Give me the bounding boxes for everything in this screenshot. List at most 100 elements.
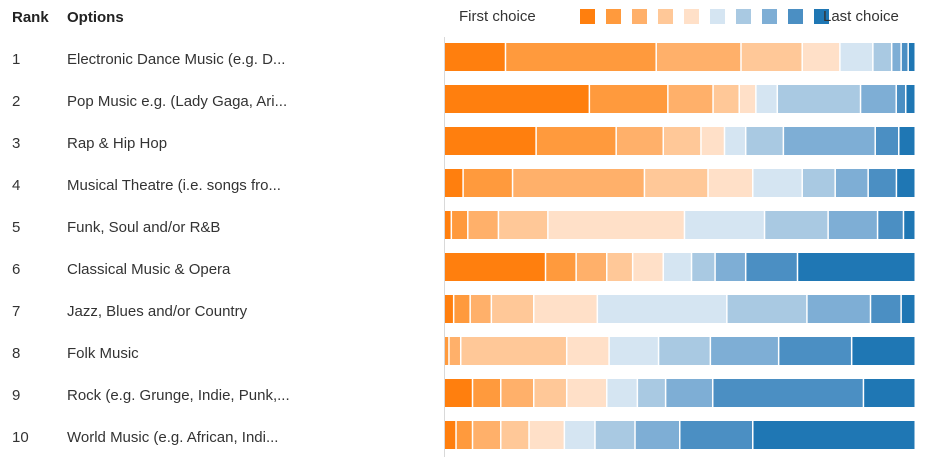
bar-segment (633, 253, 663, 281)
bar-segment (473, 421, 501, 449)
bar-segment (598, 295, 727, 323)
bar-segment (840, 43, 873, 71)
bar-segment (711, 337, 778, 365)
option-label: Pop Music e.g. (Lady Gaga, Ari... (67, 93, 288, 110)
bar-segment (802, 169, 835, 197)
legend-first-choice-label: First choice (459, 8, 536, 25)
bar-segment (871, 295, 901, 323)
bar-segment (784, 127, 875, 155)
legend-swatch-7 (736, 9, 751, 24)
bar-segment (534, 379, 566, 407)
bar-segment (567, 337, 609, 365)
rank-number: 2 (12, 93, 21, 110)
bar-segment (741, 43, 802, 71)
bar-segment (445, 379, 472, 407)
rank-number: 8 (12, 345, 21, 362)
bar-segment (546, 253, 576, 281)
bar-segment (746, 253, 797, 281)
bar-segment (445, 295, 453, 323)
bar-segment (908, 43, 915, 71)
bar-segment (864, 379, 915, 407)
bar-segment (906, 85, 915, 113)
bar-segment (445, 211, 451, 239)
bar-segment (449, 337, 460, 365)
ranking-row: 2 Pop Music e.g. (Lady Gaga, Ari... (0, 79, 927, 121)
bar-segment (595, 421, 635, 449)
bar-segment (668, 85, 713, 113)
bar-segment (878, 211, 903, 239)
bar-segment (892, 43, 901, 71)
bar-segment (727, 295, 807, 323)
bar-segment (638, 379, 665, 407)
bar-segment (590, 85, 668, 113)
bar-segment (861, 85, 896, 113)
legend-swatch-2 (606, 9, 621, 24)
bar-segment (506, 43, 656, 71)
rank-column-header: Rank (12, 9, 49, 26)
ranking-row: 7 Jazz, Blues and/or Country (0, 289, 927, 331)
bar-segment (607, 253, 632, 281)
ranking-rows: 1 Electronic Dance Music (e.g. D... 2 Pop M… (0, 37, 927, 457)
bar-segment (779, 337, 851, 365)
legend-swatch-10 (814, 9, 829, 24)
bar-segment (445, 43, 505, 71)
bar-segment (901, 43, 908, 71)
option-label: Musical Theatre (i.e. songs fro... (67, 177, 281, 194)
bar-segment (828, 211, 877, 239)
bar-segment (501, 421, 529, 449)
bar-segment (445, 85, 589, 113)
bar-segment (473, 379, 501, 407)
bar-segment (765, 211, 828, 239)
option-label: Jazz, Blues and/or Country (67, 303, 248, 320)
rank-number: 4 (12, 177, 21, 194)
bar-segment (501, 379, 533, 407)
bar-segment (454, 295, 470, 323)
bar-axis-line (444, 37, 445, 457)
ranking-row: 3 Rap & Hip Hop (0, 121, 927, 163)
bar-segment (680, 421, 753, 449)
bar-segment (452, 211, 468, 239)
bar-segment (445, 421, 456, 449)
option-label: Folk Music (67, 345, 139, 362)
legend-swatch-3 (632, 9, 647, 24)
bar-segment (534, 295, 597, 323)
bar-segment (468, 211, 498, 239)
bar-segment (896, 85, 905, 113)
bar-segment (713, 85, 739, 113)
bar-segment (576, 253, 606, 281)
option-label: Classical Music & Opera (67, 261, 231, 278)
bar-segment (778, 85, 860, 113)
bar-segment (753, 169, 802, 197)
option-label: World Music (e.g. African, Indi... (67, 429, 279, 446)
bar-segment (753, 421, 915, 449)
legend-swatches (580, 9, 829, 24)
bar-segment (536, 127, 616, 155)
bar-segment (901, 295, 915, 323)
bar-segment (499, 211, 548, 239)
bar-segment (609, 337, 658, 365)
bar-segment (548, 211, 684, 239)
bar-segment (835, 169, 868, 197)
bar-segment (607, 379, 637, 407)
bar-segment (461, 337, 566, 365)
bar-segment (701, 127, 724, 155)
ranking-row: 5 Funk, Soul and/or R&B (0, 205, 927, 247)
bar-segment (708, 169, 753, 197)
bar-segment (659, 337, 710, 365)
option-label: Rock (e.g. Grunge, Indie, Punk,... (67, 387, 290, 404)
bar-segment (656, 43, 741, 71)
bar-segment (725, 127, 745, 155)
bar-segment (445, 127, 536, 155)
rank-number: 10 (12, 429, 29, 446)
bar-segment (739, 85, 756, 113)
bar-segment (899, 127, 915, 155)
legend-swatch-6 (710, 9, 725, 24)
rank-number: 1 (12, 51, 21, 68)
bar-segment (873, 43, 891, 71)
bar-segment (492, 295, 533, 323)
legend-swatch-4 (658, 9, 673, 24)
rank-number: 9 (12, 387, 21, 404)
ranking-row: 6 Classical Music & Opera (0, 247, 927, 289)
bar-segment (807, 295, 870, 323)
bar-segment (715, 253, 745, 281)
